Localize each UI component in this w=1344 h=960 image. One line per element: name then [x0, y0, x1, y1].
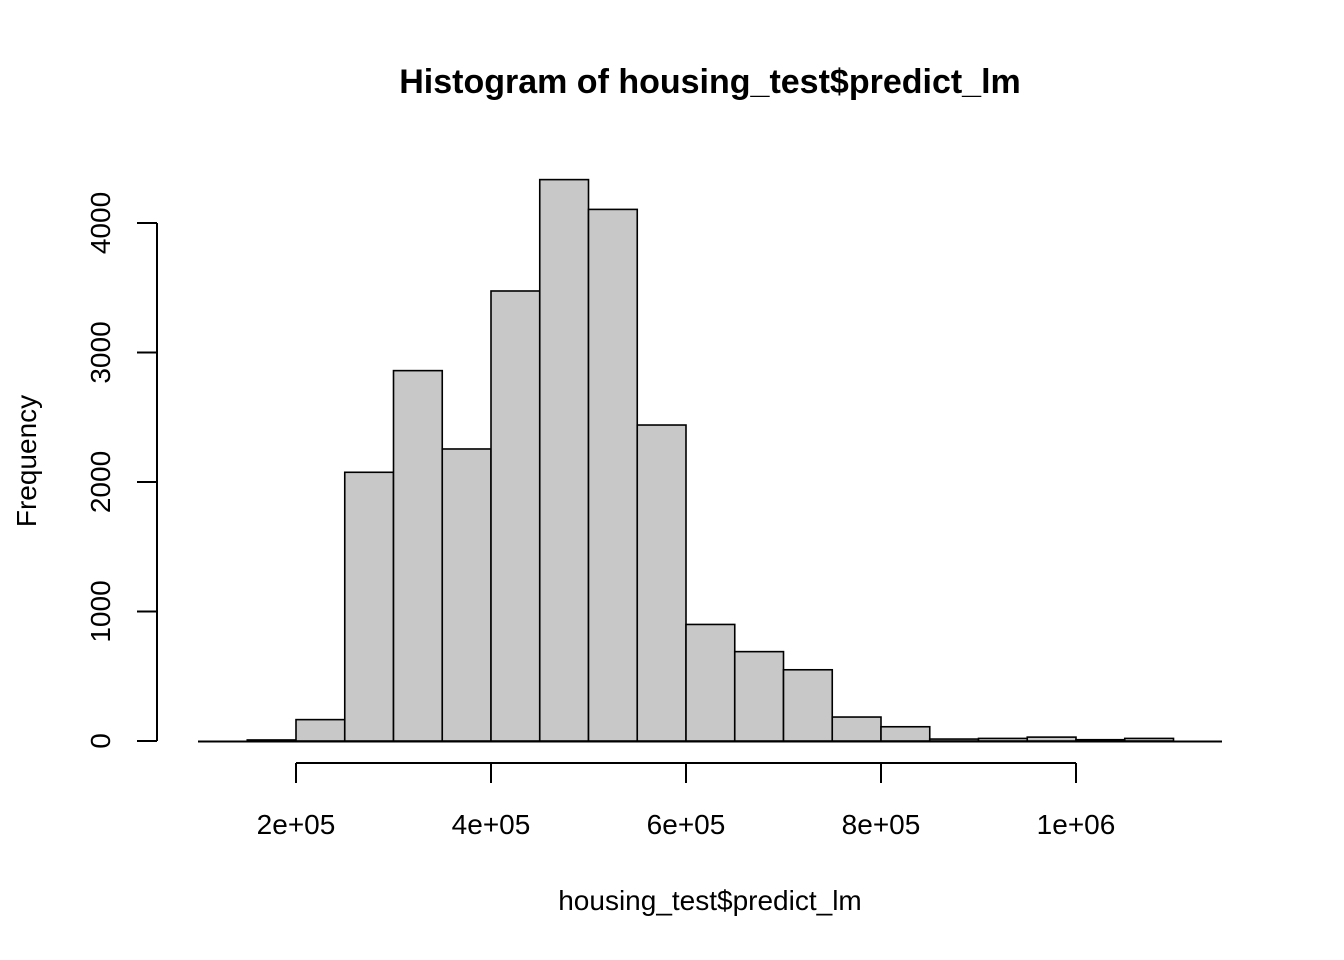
x-tick-label: 1e+06 — [1037, 809, 1116, 840]
histogram-bar — [392, 369, 444, 742]
x-axis-label: housing_test$predict_lm — [558, 885, 862, 916]
histogram-bar — [295, 718, 346, 742]
histogram-bar — [538, 178, 590, 742]
x-axis: 2e+05 4e+05 6e+05 8e+05 1e+06 — [257, 762, 1116, 840]
y-tick-label: 3000 — [85, 321, 116, 383]
histogram-bar — [733, 650, 785, 742]
y-tick-label: 0 — [85, 733, 116, 749]
x-tick-label: 4e+05 — [452, 809, 531, 840]
x-tick-label: 6e+05 — [647, 809, 726, 840]
histogram-bar — [587, 208, 639, 742]
histogram-bar — [441, 448, 492, 742]
y-tick-label: 4000 — [85, 192, 116, 254]
chart-title: Histogram of housing_test$predict_lm — [399, 63, 1021, 101]
y-tick-label: 2000 — [85, 451, 116, 513]
histogram-bar — [1026, 736, 1077, 742]
y-tick-label: 1000 — [85, 580, 116, 642]
histogram-bar — [685, 623, 736, 742]
histogram-bar — [636, 424, 687, 742]
histogram-bar — [343, 471, 395, 742]
y-axis-label: Frequency — [11, 395, 42, 527]
histogram-bar — [831, 716, 882, 742]
histogram-bar — [490, 290, 541, 742]
histogram-bar — [782, 668, 834, 742]
bars-group — [246, 178, 1175, 742]
x-tick-label: 2e+05 — [257, 809, 336, 840]
y-axis: 0 1000 2000 3000 4000 — [85, 192, 158, 749]
histogram-bar — [880, 725, 931, 742]
x-tick-label: 8e+05 — [842, 809, 921, 840]
